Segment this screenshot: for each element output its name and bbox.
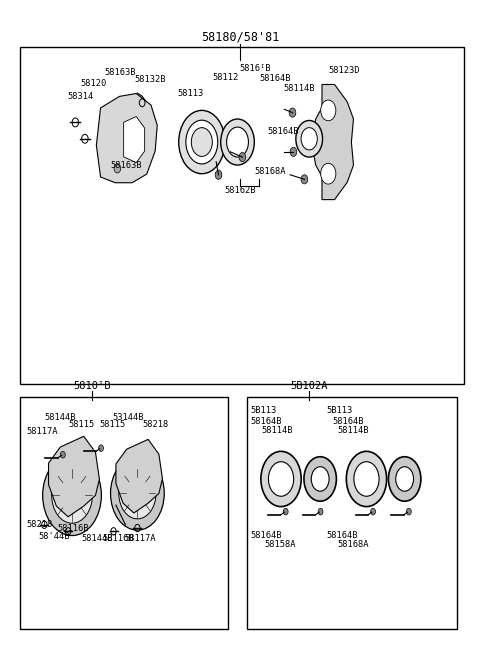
Text: 58112: 58112 <box>212 73 239 82</box>
Circle shape <box>304 457 336 501</box>
Text: 58164B: 58164B <box>332 417 364 426</box>
Circle shape <box>311 466 329 491</box>
Text: 58114B: 58114B <box>338 426 369 435</box>
Circle shape <box>268 462 294 496</box>
Text: 5B102A: 5B102A <box>290 380 328 391</box>
Text: 58164B: 58164B <box>268 127 299 136</box>
Circle shape <box>301 175 308 184</box>
Circle shape <box>318 509 323 515</box>
Text: 5B113: 5B113 <box>326 406 352 415</box>
Text: 58116B: 58116B <box>103 534 134 543</box>
Circle shape <box>43 455 101 535</box>
Circle shape <box>261 451 301 507</box>
Circle shape <box>283 509 288 515</box>
Text: 5810ᴵB: 5810ᴵB <box>73 380 111 391</box>
Circle shape <box>114 164 120 173</box>
Text: 58144B: 58144B <box>82 534 113 543</box>
Text: 58115: 58115 <box>99 420 125 428</box>
Circle shape <box>371 509 375 515</box>
Text: 58114B: 58114B <box>283 84 314 93</box>
Circle shape <box>119 468 156 519</box>
Bar <box>21 47 464 384</box>
Text: 58123D: 58123D <box>328 66 360 76</box>
Text: 58314: 58314 <box>67 92 94 101</box>
Text: 58164B: 58164B <box>326 532 358 541</box>
Circle shape <box>321 100 336 121</box>
Text: 58164B: 58164B <box>259 74 290 83</box>
Circle shape <box>239 152 246 162</box>
Circle shape <box>346 451 386 507</box>
Circle shape <box>289 108 296 117</box>
Text: 58168A: 58168A <box>338 540 369 549</box>
Circle shape <box>407 509 411 515</box>
Circle shape <box>110 457 164 530</box>
Bar <box>247 397 457 629</box>
Circle shape <box>186 120 218 164</box>
Text: 5B113: 5B113 <box>251 406 277 415</box>
Circle shape <box>301 127 317 150</box>
Polygon shape <box>124 116 144 162</box>
Circle shape <box>179 110 225 173</box>
Text: 58132B: 58132B <box>134 76 166 85</box>
Text: 58158A: 58158A <box>265 540 296 549</box>
Text: 58117A: 58117A <box>26 427 58 436</box>
Text: 53144B: 53144B <box>112 413 144 422</box>
Text: 58163B: 58163B <box>104 68 135 77</box>
Text: 5816ᴵB: 5816ᴵB <box>239 64 271 74</box>
Circle shape <box>60 451 65 458</box>
Polygon shape <box>96 93 157 183</box>
Text: 58164B: 58164B <box>251 417 282 426</box>
Circle shape <box>192 127 212 156</box>
Circle shape <box>290 147 297 156</box>
Circle shape <box>221 119 254 165</box>
Circle shape <box>98 445 104 451</box>
Circle shape <box>215 170 222 179</box>
Bar <box>21 397 228 629</box>
Text: 58'44B: 58'44B <box>38 532 70 541</box>
Polygon shape <box>116 440 162 513</box>
Polygon shape <box>312 85 353 200</box>
Circle shape <box>127 479 148 508</box>
Text: 58218: 58218 <box>142 420 168 428</box>
Text: 58168A: 58168A <box>254 167 286 176</box>
Text: 58120: 58120 <box>80 79 107 88</box>
Text: 58113: 58113 <box>177 89 203 97</box>
Polygon shape <box>48 436 99 517</box>
Text: 58164B: 58164B <box>251 532 282 541</box>
Text: 58163B: 58163B <box>110 161 142 170</box>
Text: 58114B: 58114B <box>262 426 293 435</box>
Circle shape <box>296 120 323 157</box>
Circle shape <box>396 466 414 491</box>
Circle shape <box>52 467 92 523</box>
Text: 58116B: 58116B <box>58 524 89 533</box>
Text: 58162B: 58162B <box>225 186 256 195</box>
Text: 58180/58'81: 58180/58'81 <box>201 31 279 44</box>
Circle shape <box>227 127 249 157</box>
Circle shape <box>388 457 421 501</box>
Text: 58115: 58115 <box>68 420 95 428</box>
Circle shape <box>321 164 336 184</box>
Circle shape <box>60 479 84 511</box>
Text: 58218: 58218 <box>26 520 52 530</box>
Circle shape <box>354 462 379 496</box>
Text: 58117A: 58117A <box>124 534 156 543</box>
Text: 58144B: 58144B <box>44 413 76 422</box>
